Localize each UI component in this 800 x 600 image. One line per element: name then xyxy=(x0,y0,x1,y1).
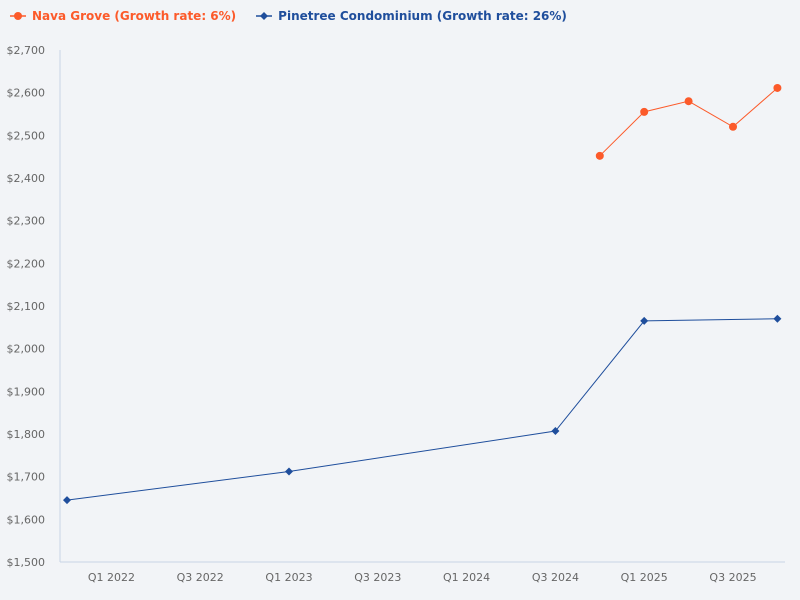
y-tick-label: $2,200 xyxy=(7,257,46,270)
legend-label: Nava Grove (Growth rate: 6%) xyxy=(32,9,237,23)
y-tick-label: $1,700 xyxy=(7,471,46,484)
data-point xyxy=(551,427,560,436)
legend: Nava Grove (Growth rate: 6%) Pinetree Co… xyxy=(10,9,567,23)
x-tick-label: Q1 2022 xyxy=(88,571,135,584)
legend-label: Pinetree Condominium (Growth rate: 26%) xyxy=(278,9,567,23)
circle-marker-icon xyxy=(10,12,26,20)
data-point xyxy=(285,467,293,476)
y-tick-label: $2,000 xyxy=(7,343,46,356)
x-tick-label: Q3 2022 xyxy=(177,571,224,584)
y-tick-label: $2,400 xyxy=(7,172,46,185)
series-line-1 xyxy=(66,318,778,501)
legend-item-nava-grove[interactable]: Nava Grove (Growth rate: 6%) xyxy=(10,9,236,23)
data-point xyxy=(63,496,71,505)
y-tick-label: $1,900 xyxy=(7,385,46,398)
y-tick-label: $2,600 xyxy=(7,87,46,100)
x-tick-label: Q3 2024 xyxy=(532,571,579,584)
y-tick-label: $2,100 xyxy=(7,300,46,313)
data-point xyxy=(773,314,782,323)
x-tick-label: Q3 2025 xyxy=(709,571,756,584)
y-tick-label: $1,800 xyxy=(7,428,46,441)
x-tick-label: Q1 2025 xyxy=(621,571,668,584)
data-point xyxy=(640,316,649,325)
y-tick-label: $2,300 xyxy=(7,215,46,228)
x-tick-label: Q3 2023 xyxy=(354,571,401,584)
data-point xyxy=(729,122,737,131)
data-point xyxy=(640,107,649,116)
y-tick-label: $1,500 xyxy=(7,556,46,569)
y-tick-label: $2,500 xyxy=(7,129,46,142)
diamond-marker-icon xyxy=(256,12,273,20)
data-point xyxy=(595,151,604,160)
data-point xyxy=(773,83,782,92)
y-tick-label: $1,600 xyxy=(7,513,46,526)
x-tick-label: Q1 2023 xyxy=(265,571,312,584)
legend-item-pinetree[interactable]: Pinetree Condominium (Growth rate: 26%) xyxy=(256,9,567,23)
x-tick-label: Q1 2024 xyxy=(443,571,490,584)
data-point xyxy=(684,97,693,106)
y-tick-label: $2,700 xyxy=(7,44,46,57)
